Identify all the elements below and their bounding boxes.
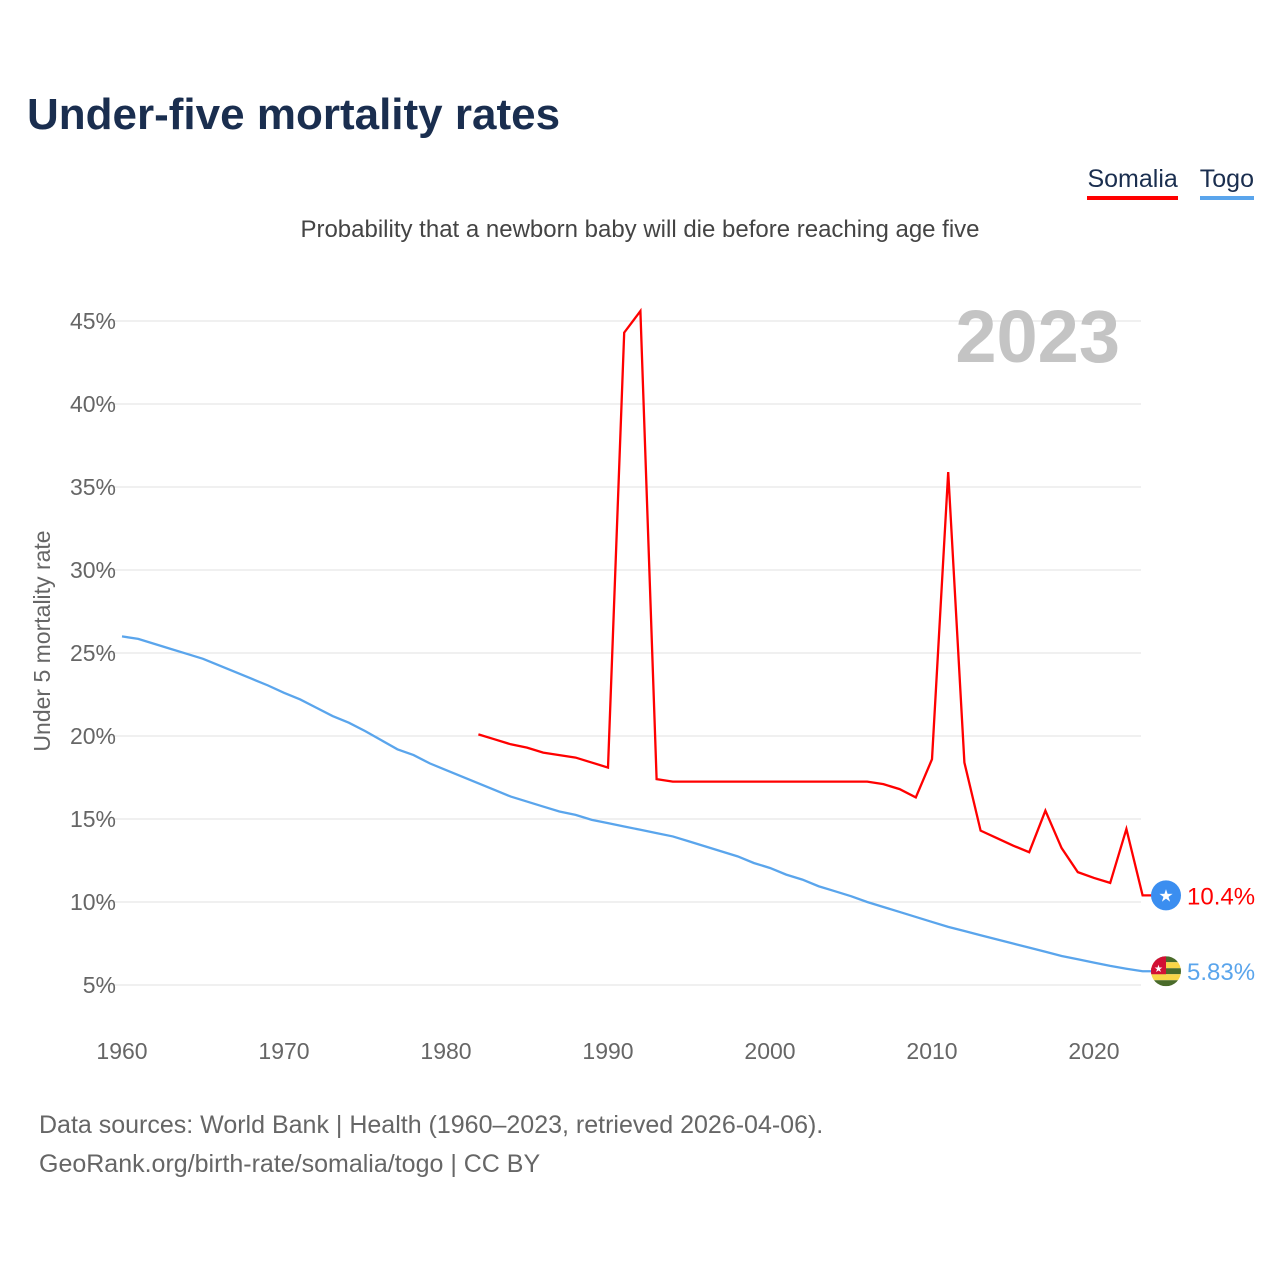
y-tick-label: 10% — [70, 889, 116, 915]
x-tick-label: 2020 — [1068, 1038, 1119, 1064]
x-tick-label: 1980 — [420, 1038, 471, 1064]
legend: Somalia Togo — [1087, 165, 1254, 200]
chart-subtitle: Probability that a newborn baby will die… — [300, 216, 980, 243]
y-tick-label: 35% — [70, 474, 116, 500]
year-label: 2023 — [955, 295, 1120, 378]
x-tick-label: 2010 — [906, 1038, 957, 1064]
svg-text:★: ★ — [1158, 886, 1173, 905]
svg-text:★: ★ — [1154, 964, 1163, 975]
data-source: Data sources: World Bank | Health (1960–… — [39, 1111, 824, 1139]
y-tick-label: 20% — [70, 723, 116, 749]
x-tick-label: 2000 — [744, 1038, 795, 1064]
series-line-somalia — [478, 307, 1152, 897]
end-value-label-togo: 5.83% — [1187, 959, 1255, 986]
legend-item-togo[interactable]: Togo — [1199, 165, 1254, 200]
togo-flag-icon: ★ — [1151, 956, 1181, 987]
end-value-label-somalia: 10.4% — [1187, 883, 1255, 910]
chart-title: Under-five mortality rates — [27, 90, 561, 139]
x-tick-label: 1960 — [96, 1038, 147, 1064]
x-tick-label: 1990 — [582, 1038, 633, 1064]
y-tick-label: 15% — [70, 806, 116, 832]
footer: Data sources: World Bank | Health (1960–… — [39, 1106, 823, 1184]
y-axis-label: Under 5 mortality rate — [29, 530, 55, 751]
y-tick-label: 25% — [70, 640, 116, 666]
y-tick-label: 40% — [70, 391, 116, 417]
y-tick-label: 5% — [83, 972, 116, 998]
source-link[interactable]: GeoRank.org/birth-rate/somalia/togo | CC… — [39, 1150, 541, 1178]
series-line-togo — [121, 635, 1152, 973]
x-tick-label: 1970 — [258, 1038, 309, 1064]
y-tick-label: 45% — [70, 308, 116, 334]
somalia-flag-icon: ★ — [1151, 880, 1181, 911]
y-tick-label: 30% — [70, 557, 116, 583]
legend-item-somalia[interactable]: Somalia — [1087, 165, 1178, 200]
